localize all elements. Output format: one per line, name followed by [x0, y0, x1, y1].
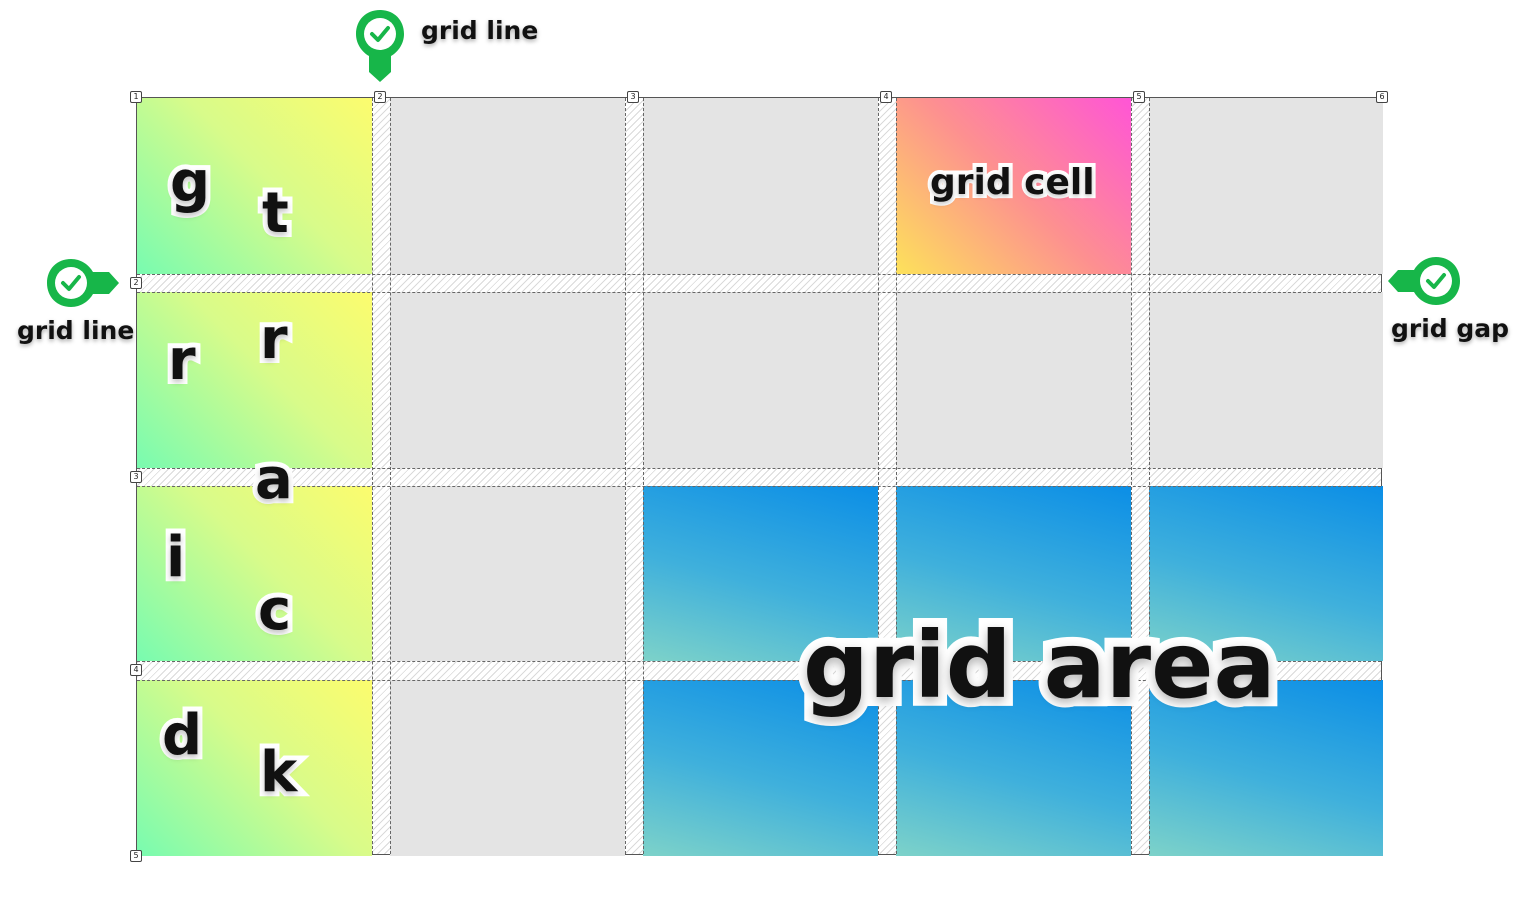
grid-cell-r3-c2	[390, 486, 625, 661]
callout-grid-line-top: grid line	[418, 14, 540, 48]
checkmark-pin-icon	[1388, 257, 1460, 305]
checkmark-pin-icon	[47, 259, 119, 307]
grid-cell-r4-c1	[137, 680, 372, 856]
column-line-number: 2	[374, 91, 386, 103]
row-line-number: 3	[130, 471, 142, 483]
grid-area-label: grid area	[794, 603, 1285, 728]
grid-area-cell-r3-c5	[1149, 486, 1383, 661]
column-line-number: 6	[1376, 91, 1388, 103]
grid-cell-label: grid cell	[926, 158, 1099, 207]
row-line-number: 5	[130, 850, 142, 862]
vertical-letter: k	[255, 740, 302, 806]
grid-cell-r2-c4	[896, 292, 1131, 468]
grid-cell-r2-c2	[390, 292, 625, 468]
grid-cell-highlighted	[896, 98, 1131, 274]
grid-area-cell-r4-c5	[1149, 680, 1383, 856]
vertical-letter: g	[165, 150, 215, 216]
grid-area-cell-r3-c3	[643, 486, 878, 661]
vertical-letter: a	[250, 447, 298, 513]
grid-area-cell-r3-c4	[896, 486, 1131, 661]
callout-grid-gap-right: grid gap	[1388, 312, 1511, 346]
grid-line-dashed	[1149, 98, 1150, 854]
grid-line-dashed	[390, 98, 391, 854]
vertical-letter: c	[253, 578, 296, 644]
grid-line-dashed	[137, 292, 1381, 293]
grid-line-dashed	[625, 98, 626, 854]
grid-cell-r1-c5	[1149, 98, 1383, 274]
grid-line-dashed	[137, 661, 1381, 662]
grid-line-dashed	[1131, 98, 1132, 854]
grid-area-cell-r4-c3	[643, 680, 878, 856]
grid-cell-r4-c2	[390, 680, 625, 856]
grid-area-cell-r4-c4	[896, 680, 1131, 856]
grid-line-dashed	[878, 98, 879, 854]
grid-line-dashed	[643, 98, 644, 854]
grid-cell-r1-c3	[643, 98, 878, 274]
row-line-number: 2	[130, 277, 142, 289]
grid-line-dashed	[372, 98, 373, 854]
grid-line-dashed	[137, 680, 1381, 681]
vertical-letter: i	[161, 525, 190, 591]
column-line-number: 3	[627, 91, 639, 103]
grid-cell-r3-c1	[137, 486, 372, 661]
grid-cell-r2-c1	[137, 292, 372, 468]
grid-cell-r2-c3	[643, 292, 878, 468]
grid-cell-r1-c2	[390, 98, 625, 274]
vertical-letter: r	[163, 328, 200, 394]
vertical-letter: r	[255, 307, 292, 373]
grid-cell-r1-c1	[137, 98, 372, 274]
checkmark-pin-icon	[356, 10, 404, 82]
grid-container	[136, 97, 1383, 856]
column-line-number: 1	[130, 91, 142, 103]
vertical-letter: t	[257, 181, 294, 247]
column-line-number: 4	[880, 91, 892, 103]
vertical-letter: d	[157, 703, 207, 769]
column-line-number: 5	[1133, 91, 1145, 103]
grid-line-dashed	[896, 98, 897, 854]
callout-grid-line-left: grid line	[14, 314, 136, 348]
row-line-number: 4	[130, 664, 142, 676]
grid-line-dashed	[137, 468, 1381, 469]
grid-line-dashed	[137, 274, 1381, 275]
grid-line-dashed	[137, 486, 1381, 487]
grid-cell-r2-c5	[1149, 292, 1383, 468]
